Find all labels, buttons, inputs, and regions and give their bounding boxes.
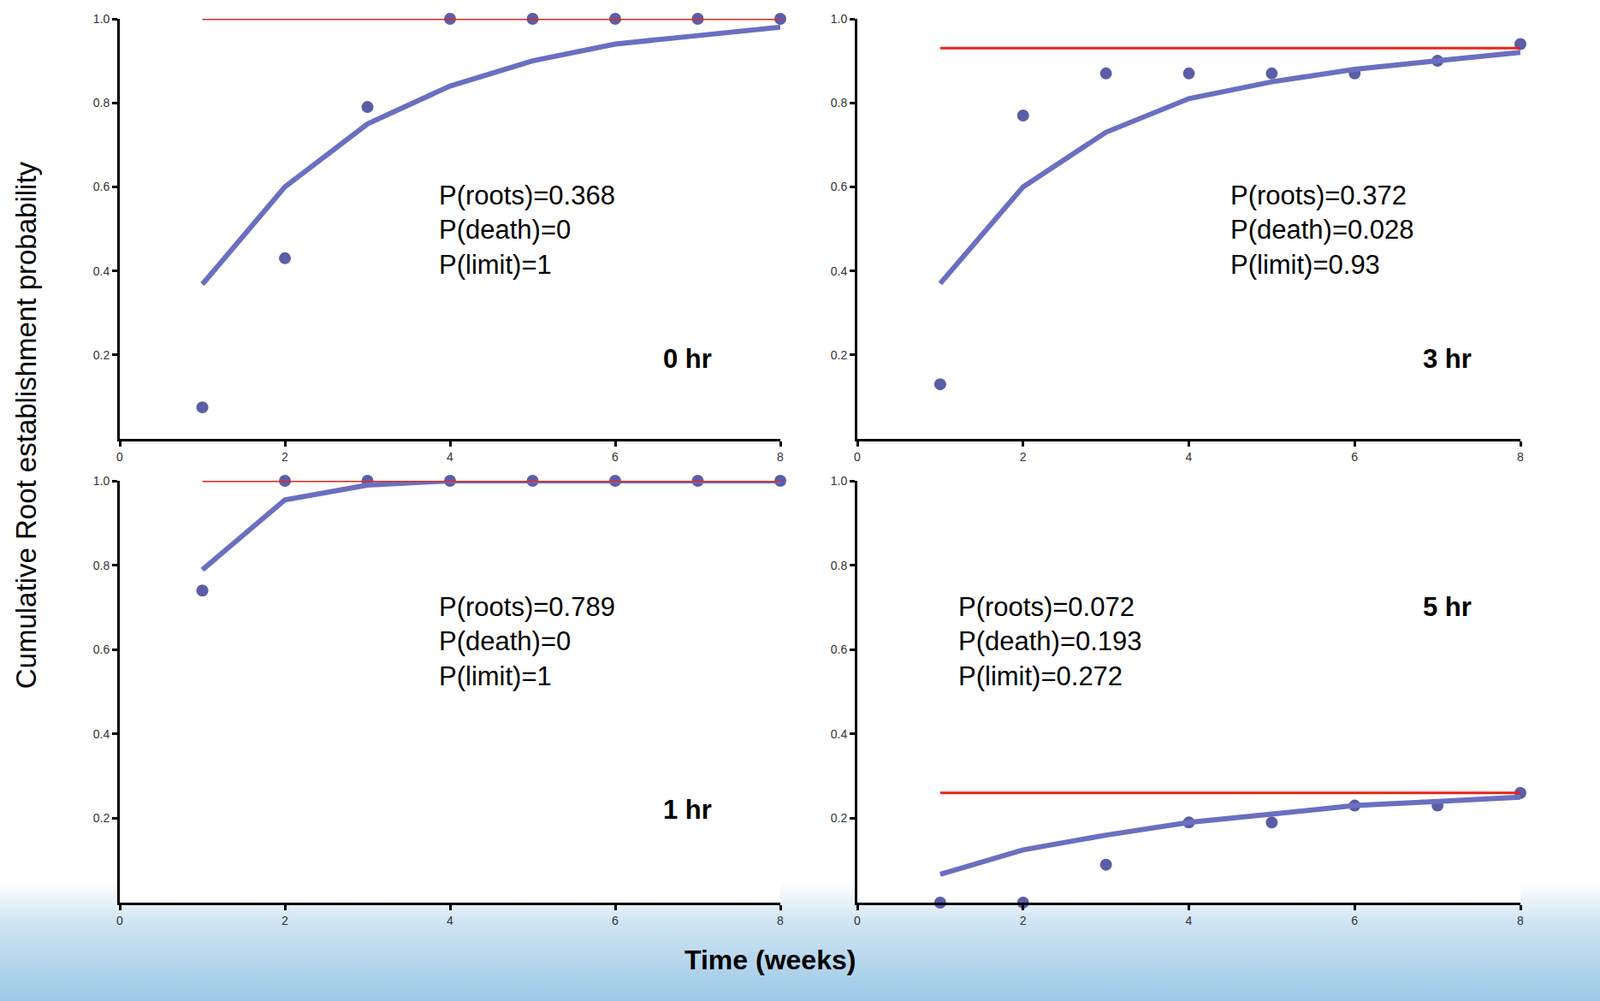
svg-text:1.0: 1.0 (93, 474, 111, 488)
svg-text:0.2: 0.2 (830, 811, 848, 825)
svg-text:1.0: 1.0 (93, 11, 111, 26)
svg-text:8: 8 (776, 450, 784, 464)
svg-text:0: 0 (116, 450, 124, 464)
svg-text:6: 6 (611, 913, 619, 928)
svg-text:8: 8 (1517, 913, 1524, 928)
svg-text:0.4: 0.4 (93, 264, 111, 279)
svg-text:1 hr: 1 hr (663, 794, 712, 825)
svg-text:0.8: 0.8 (93, 558, 111, 573)
svg-text:8: 8 (776, 913, 784, 928)
svg-text:0: 0 (116, 913, 124, 928)
svg-text:4: 4 (446, 913, 454, 928)
svg-text:0.2: 0.2 (93, 348, 111, 362)
svg-text:0.2: 0.2 (830, 348, 848, 362)
svg-text:0: 0 (853, 913, 861, 928)
svg-text:3 hr: 3 hr (1422, 343, 1472, 374)
svg-text:0 hr: 0 hr (663, 343, 712, 374)
svg-text:0.4: 0.4 (93, 727, 111, 741)
svg-text:1.0: 1.0 (830, 474, 848, 488)
svg-text:6: 6 (1351, 913, 1358, 928)
svg-text:0.8: 0.8 (93, 95, 111, 110)
svg-text:0.6: 0.6 (93, 179, 111, 194)
svg-text:P(roots)=0.368P(death)=0P(limi: P(roots)=0.368P(death)=0P(limit)=1 (438, 180, 616, 280)
svg-text:4: 4 (446, 450, 454, 464)
svg-text:0.4: 0.4 (830, 727, 848, 741)
svg-text:4: 4 (1185, 913, 1193, 928)
svg-text:1.0: 1.0 (830, 11, 848, 26)
svg-text:0.8: 0.8 (830, 95, 848, 110)
svg-text:5 hr: 5 hr (1422, 592, 1472, 623)
svg-text:P(roots)=0.372P(death)=0.028P(: P(roots)=0.372P(death)=0.028P(limit)=0.9… (1230, 180, 1415, 280)
svg-text:0.2: 0.2 (93, 811, 111, 825)
svg-text:P(roots)=0.072P(death)=0.193P(: P(roots)=0.072P(death)=0.193P(limit)=0.2… (958, 592, 1143, 692)
svg-text:0.6: 0.6 (830, 642, 848, 657)
svg-text:Cumulative Root establishment: Cumulative Root establishment probabilit… (10, 160, 42, 689)
svg-text:P(roots)=0.789P(death)=0P(limi: P(roots)=0.789P(death)=0P(limit)=1 (438, 592, 616, 692)
svg-text:2: 2 (1019, 450, 1027, 464)
svg-text:4: 4 (1185, 450, 1193, 464)
svg-text:6: 6 (611, 450, 619, 464)
svg-text:2: 2 (281, 450, 289, 464)
svg-text:2: 2 (1019, 913, 1027, 928)
svg-text:0: 0 (853, 450, 861, 464)
svg-text:0.4: 0.4 (830, 264, 848, 279)
svg-text:8: 8 (1517, 450, 1524, 464)
svg-text:0.6: 0.6 (830, 179, 848, 194)
svg-text:6: 6 (1351, 450, 1358, 464)
svg-text:Time (weeks): Time (weeks) (684, 944, 856, 976)
svg-text:0.8: 0.8 (830, 558, 848, 573)
svg-text:2: 2 (281, 913, 289, 928)
svg-text:0.6: 0.6 (93, 642, 111, 657)
